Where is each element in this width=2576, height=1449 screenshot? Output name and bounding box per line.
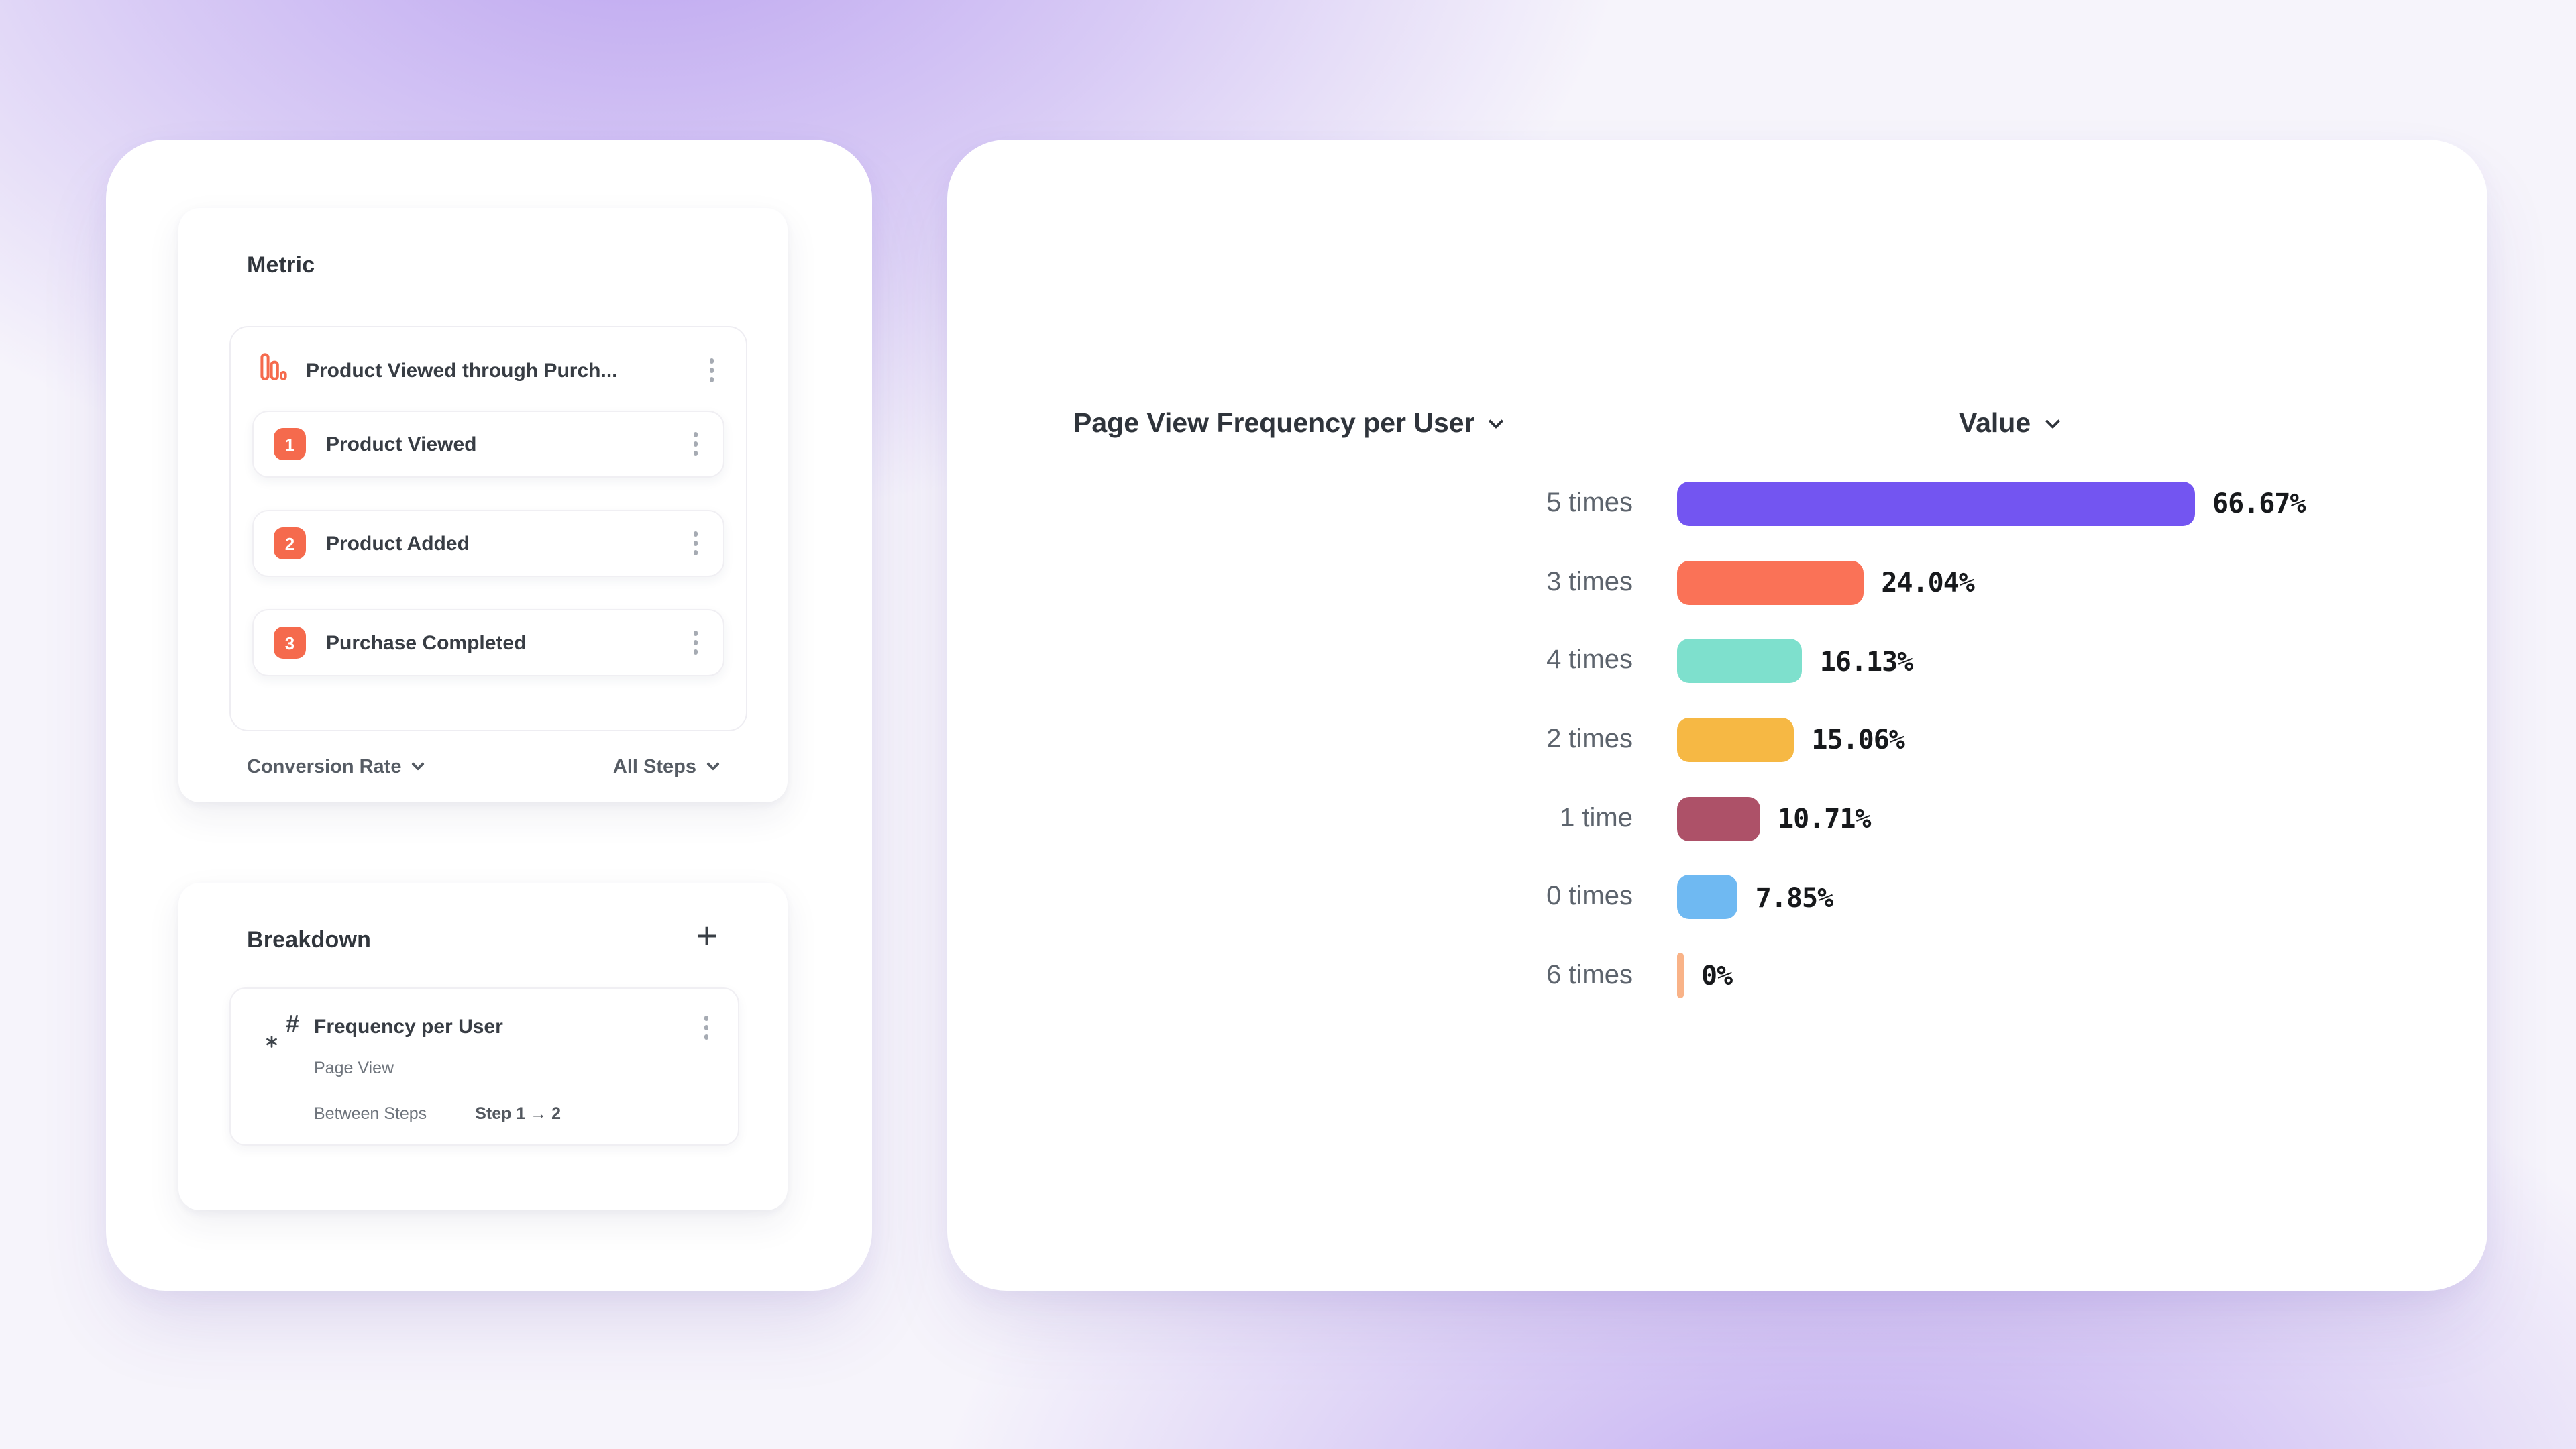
category-label: 0 times: [1546, 881, 1633, 912]
chart-row: 2 times 15.06%: [947, 700, 2487, 779]
bar-6-times[interactable]: [1677, 953, 1684, 999]
funnel-metric-title: Product Viewed through Purch...: [306, 359, 618, 382]
kebab-menu-icon[interactable]: [688, 625, 703, 661]
value-label: 0%: [1701, 959, 1733, 992]
bar-0-times[interactable]: [1677, 875, 1738, 920]
funnel-metric-box: Product Viewed through Purch... 1 Produc…: [229, 326, 747, 731]
value-label: 10.71%: [1778, 802, 1872, 835]
funnel-step-2[interactable]: 2 Product Added: [252, 510, 724, 577]
conversion-rate-dropdown[interactable]: Conversion Rate: [247, 756, 425, 777]
chart-sort-label: Value: [1959, 408, 2031, 439]
all-steps-dropdown[interactable]: All Steps: [612, 756, 720, 777]
chevron-down-icon: [411, 757, 425, 771]
category-label: 1 time: [1560, 803, 1633, 833]
kebab-menu-icon[interactable]: [698, 1009, 714, 1046]
chart-metric-dropdown[interactable]: Page View Frequency per User: [1073, 408, 1504, 440]
breakdown-section-title: Breakdown: [247, 927, 372, 953]
horizontal-bar-chart: 5 times 66.67% 3 times 24.04% 4 times 16.13% 2…: [947, 464, 2487, 1016]
category-label: 2 times: [1546, 724, 1633, 754]
category-label: 5 times: [1546, 488, 1633, 518]
metric-section-title: Metric: [247, 252, 315, 278]
chart-row: 1 time 10.71%: [947, 780, 2487, 858]
bar-5-times[interactable]: [1677, 481, 2195, 526]
bar-1-time[interactable]: [1677, 796, 1760, 841]
step-label: Product Added: [326, 532, 470, 555]
category-label: 6 times: [1546, 960, 1633, 990]
value-label: 16.13%: [1819, 645, 1914, 678]
chart-card: Page View Frequency per User Value 5 tim…: [947, 140, 2487, 1291]
value-label: 7.85%: [1755, 881, 1833, 914]
metric-section: Metric Product Viewed through Purch...: [178, 208, 788, 802]
kebab-menu-icon[interactable]: [688, 525, 703, 562]
chart-row: 5 times 66.67%: [947, 464, 2487, 543]
value-label: 24.04%: [1881, 566, 1975, 599]
category-label: 3 times: [1546, 567, 1633, 597]
bar-3-times[interactable]: [1677, 560, 1864, 605]
step-number-badge: 1: [274, 428, 306, 460]
step-label: Product Viewed: [326, 433, 477, 455]
all-steps-label: All Steps: [612, 756, 696, 777]
chart-row: 3 times 24.04%: [947, 543, 2487, 621]
step-range-value: Step 1 → 2: [475, 1104, 561, 1123]
value-label: 15.06%: [1811, 723, 1905, 756]
bar-2-times[interactable]: [1677, 717, 1794, 762]
breakdown-scope-row: Between Steps Step 1 → 2: [314, 1104, 561, 1123]
between-steps-label: Between Steps: [314, 1104, 427, 1123]
kebab-menu-icon[interactable]: [704, 352, 719, 389]
metric-footer: Conversion Rate All Steps: [247, 731, 720, 802]
category-label: 4 times: [1546, 645, 1633, 676]
kebab-menu-icon[interactable]: [688, 426, 703, 463]
funnel-steps-list: 1 Product Viewed 2 Product Added 3 Purch…: [231, 400, 746, 676]
chart-row: 0 times 7.85%: [947, 858, 2487, 936]
funnel-metric-header[interactable]: Product Viewed through Purch...: [231, 327, 746, 400]
hash-number-icon: #: [266, 1010, 301, 1048]
add-breakdown-button[interactable]: +: [696, 915, 718, 957]
breakdown-event-label: Page View: [314, 1059, 394, 1077]
chevron-down-icon: [2044, 413, 2060, 429]
conversion-rate-label: Conversion Rate: [247, 756, 402, 777]
chart-metric-label: Page View Frequency per User: [1073, 408, 1475, 439]
chart-row: 4 times 16.13%: [947, 622, 2487, 700]
step-number-badge: 3: [274, 627, 306, 659]
step-label: Purchase Completed: [326, 631, 527, 654]
breakdown-item[interactable]: # Frequency per User Page View: [229, 987, 739, 1146]
chart-sort-dropdown[interactable]: Value: [1959, 408, 2060, 440]
step-number-badge: 2: [274, 527, 306, 559]
value-label: 66.67%: [2212, 487, 2306, 520]
breakdown-item-title: Frequency per User: [314, 1016, 503, 1039]
funnel-step-3[interactable]: 3 Purchase Completed: [252, 609, 724, 676]
chart-row: 6 times 0%: [947, 936, 2487, 1015]
funnel-bars-icon: [260, 353, 287, 388]
chevron-down-icon: [1489, 413, 1504, 429]
chevron-down-icon: [706, 757, 720, 771]
breakdown-section: Breakdown + # Frequency pe: [178, 883, 788, 1210]
bar-4-times[interactable]: [1677, 639, 1803, 684]
funnel-step-1[interactable]: 1 Product Viewed: [252, 411, 724, 478]
query-builder-card: Metric Product Viewed through Purch...: [106, 140, 872, 1291]
